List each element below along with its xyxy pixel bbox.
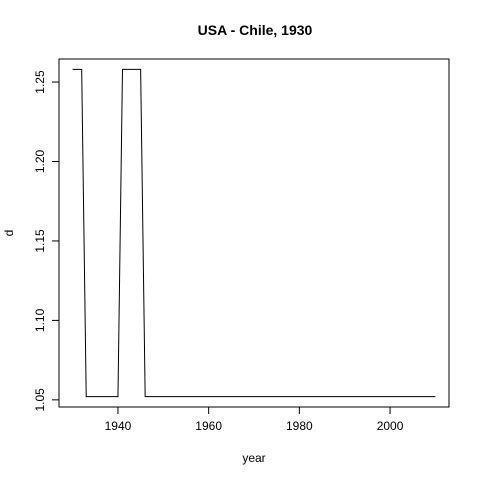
plot-frame bbox=[59, 59, 449, 407]
data-point bbox=[122, 69, 123, 70]
x-axis-label: year bbox=[242, 451, 265, 465]
y-axis-label: d bbox=[2, 230, 16, 237]
data-point bbox=[145, 396, 146, 397]
x-tick-label: 1960 bbox=[195, 419, 222, 433]
data-point bbox=[117, 396, 118, 397]
data-point bbox=[86, 396, 87, 397]
x-tick-label: 1940 bbox=[105, 419, 132, 433]
series-line-d bbox=[73, 69, 436, 396]
data-point bbox=[140, 69, 141, 70]
y-tick-label: 1.10 bbox=[33, 308, 47, 332]
y-axis: 1.05 1.10 1.15 1.20 1.25 bbox=[33, 70, 59, 411]
y-tick-label: 1.15 bbox=[33, 229, 47, 253]
x-tick-label: 2000 bbox=[377, 419, 404, 433]
data-points bbox=[72, 69, 436, 397]
x-tick-label: 1980 bbox=[286, 419, 313, 433]
chart-title: USA - Chile, 1930 bbox=[198, 22, 313, 38]
y-tick-label: 1.25 bbox=[33, 70, 47, 94]
y-tick-label: 1.20 bbox=[33, 149, 47, 173]
data-point bbox=[81, 69, 82, 70]
y-tick-label: 1.05 bbox=[33, 388, 47, 412]
x-axis: 1940 1960 1980 2000 bbox=[105, 407, 404, 433]
data-point bbox=[72, 69, 73, 70]
data-point bbox=[435, 396, 436, 397]
